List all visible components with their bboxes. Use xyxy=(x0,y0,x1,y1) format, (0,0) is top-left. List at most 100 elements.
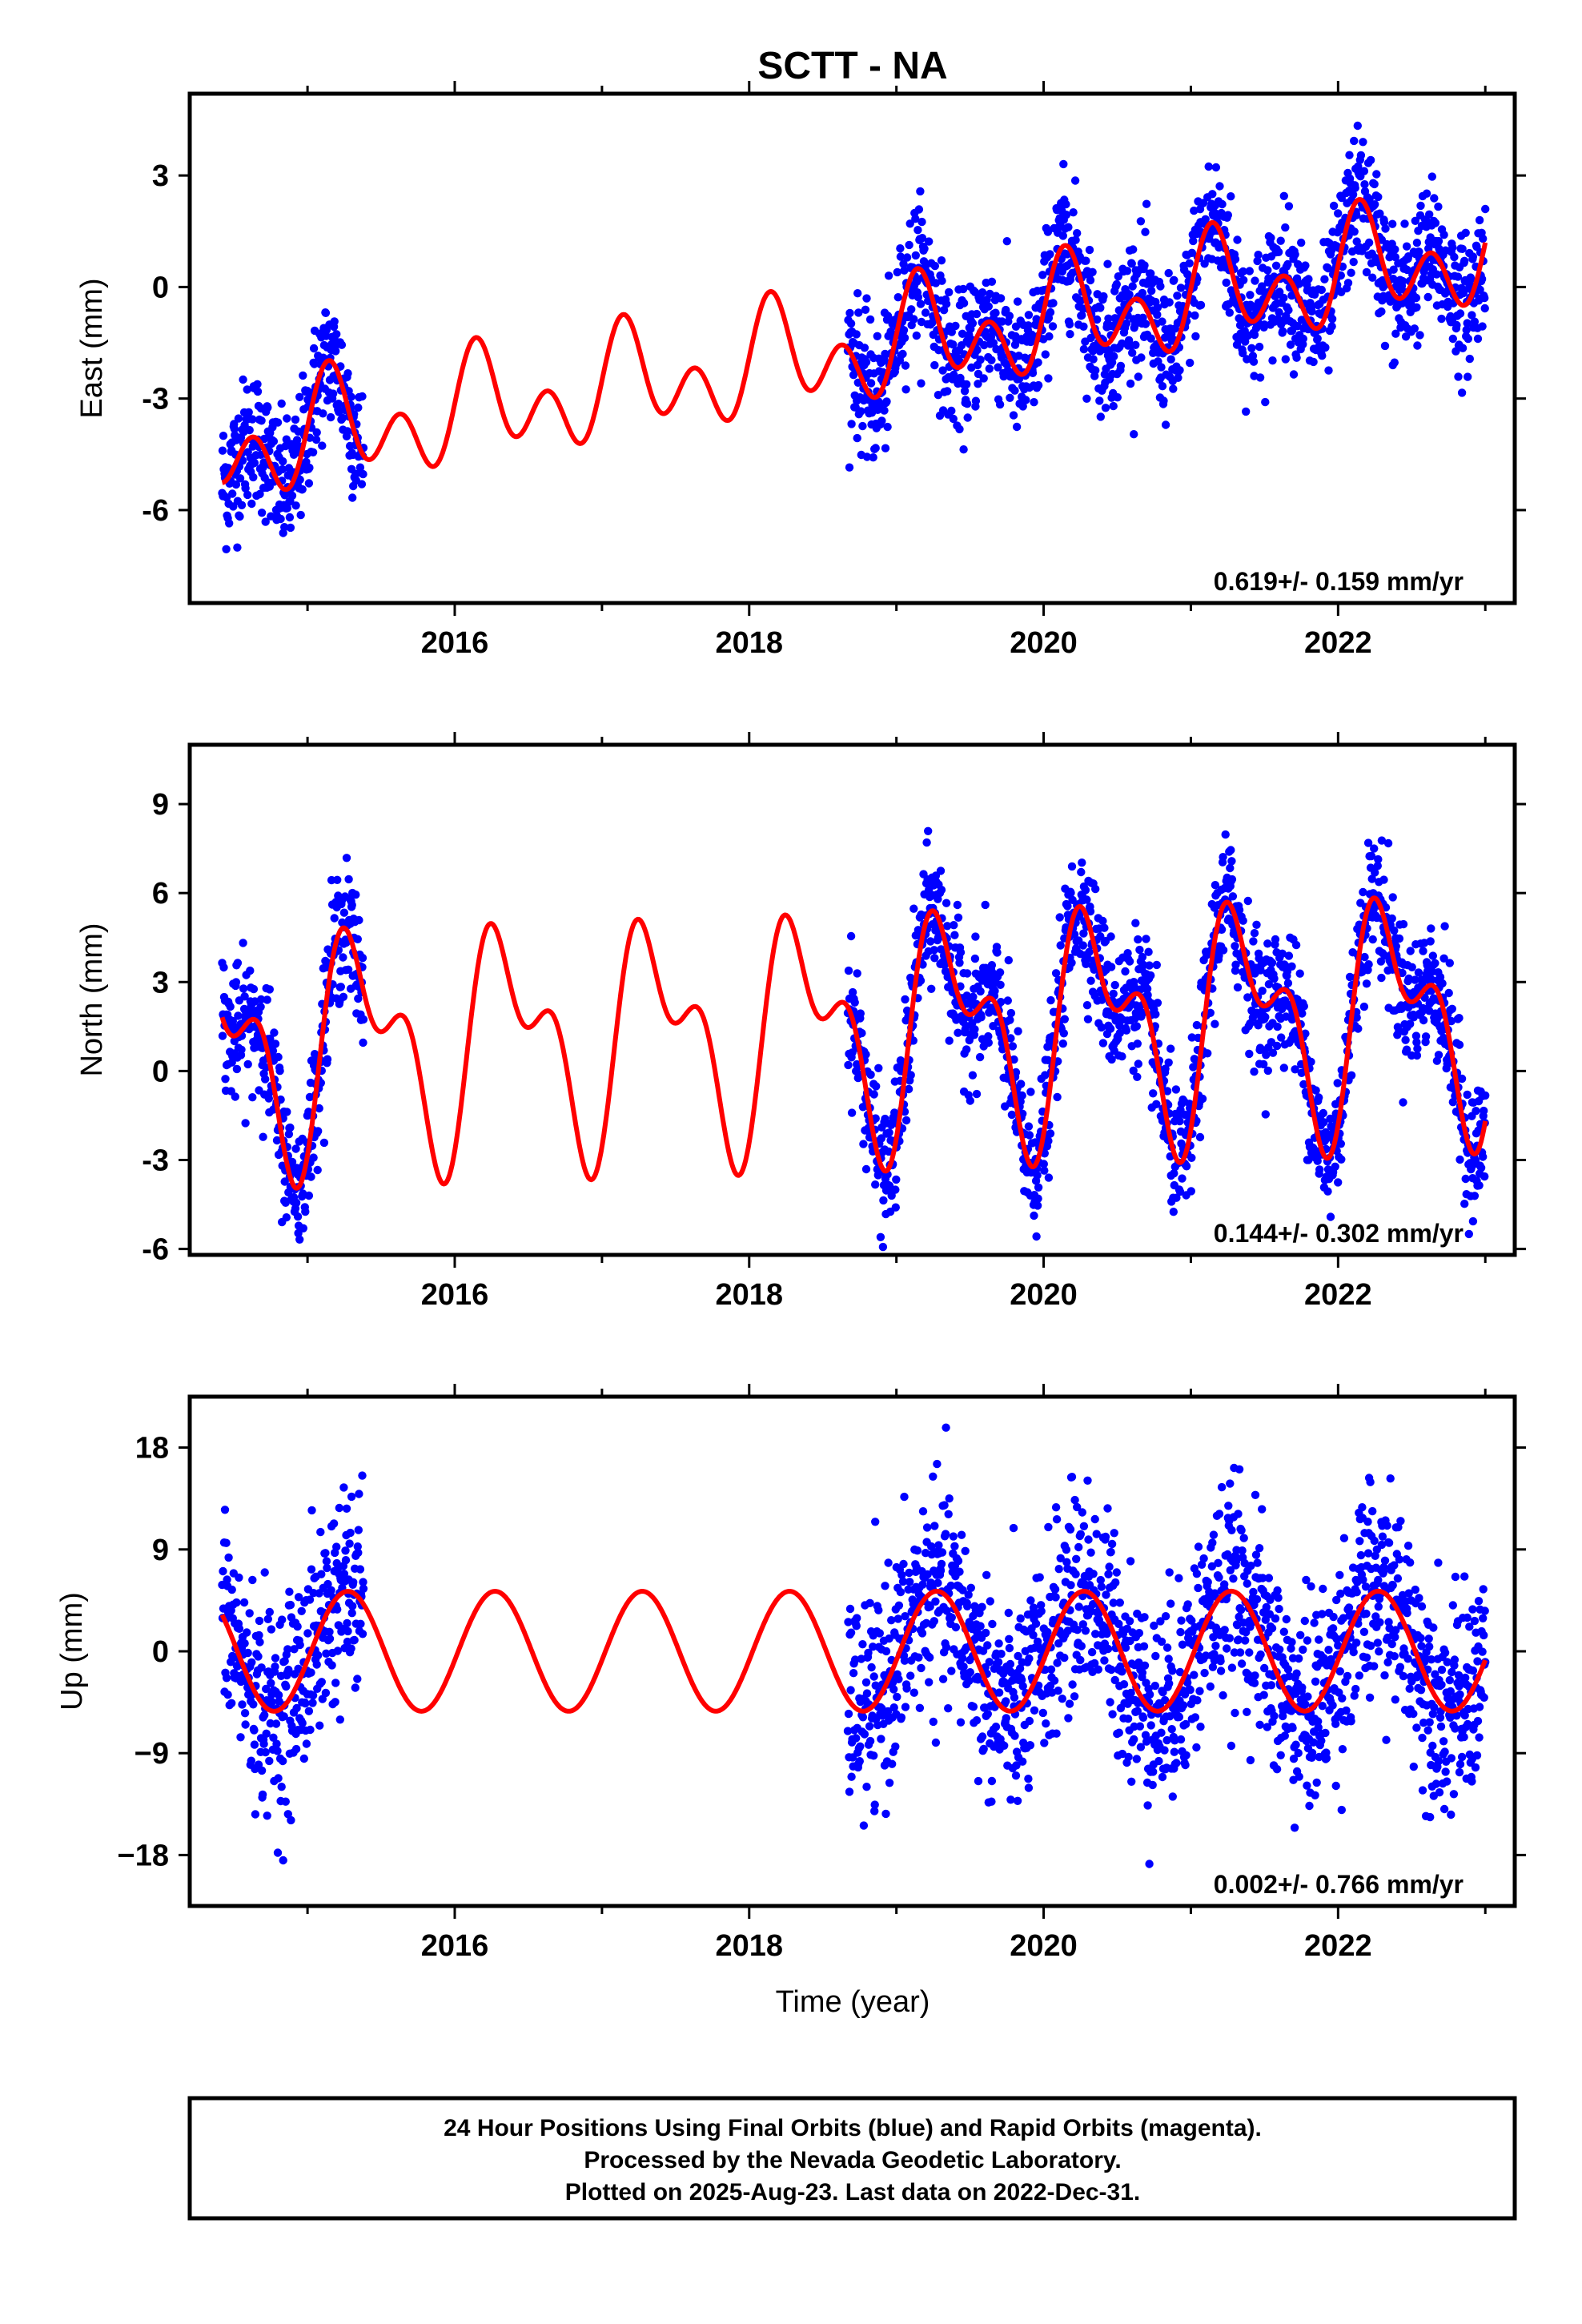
data-point xyxy=(872,1082,881,1091)
data-point xyxy=(1366,155,1375,165)
data-point xyxy=(1373,862,1383,870)
data-point xyxy=(950,370,958,380)
data-point xyxy=(1470,317,1480,326)
data-point xyxy=(1362,979,1371,988)
data-point xyxy=(960,387,970,396)
data-point xyxy=(940,1501,949,1510)
data-point xyxy=(1211,163,1221,172)
data-point xyxy=(938,366,947,375)
data-point xyxy=(1374,192,1383,202)
data-point xyxy=(1455,1040,1464,1049)
data-point xyxy=(871,1180,880,1189)
data-point xyxy=(926,937,935,946)
data-point xyxy=(1287,962,1296,971)
data-point xyxy=(1055,913,1064,922)
data-point xyxy=(930,1617,939,1626)
data-point xyxy=(853,433,861,443)
data-point xyxy=(950,931,959,939)
data-point xyxy=(263,403,272,412)
data-point xyxy=(877,416,886,425)
data-point xyxy=(1239,916,1247,925)
data-point xyxy=(881,1647,891,1656)
data-point xyxy=(268,1047,278,1055)
data-point xyxy=(293,1622,302,1631)
data-point xyxy=(1283,979,1293,987)
data-point xyxy=(1074,1602,1083,1611)
y-tick-label: 3 xyxy=(152,966,169,999)
data-point xyxy=(909,1688,919,1697)
data-point xyxy=(1158,382,1167,391)
data-point xyxy=(1110,980,1119,990)
data-point xyxy=(1480,1172,1489,1181)
data-point xyxy=(1042,1719,1050,1728)
data-point xyxy=(1033,1171,1042,1180)
data-point xyxy=(333,1647,342,1655)
data-point xyxy=(354,403,363,412)
data-point xyxy=(309,1153,318,1162)
data-point xyxy=(339,908,349,917)
data-point xyxy=(1006,393,1014,402)
data-point xyxy=(1044,1173,1054,1182)
data-point xyxy=(917,1629,927,1638)
data-point xyxy=(1411,216,1420,225)
data-point xyxy=(938,1548,947,1557)
data-point xyxy=(243,490,252,500)
y-axis-label: East (mm) xyxy=(75,278,109,418)
data-point xyxy=(844,1618,853,1626)
data-point xyxy=(1030,1211,1038,1220)
data-point xyxy=(1370,179,1379,189)
data-point xyxy=(923,1570,932,1579)
data-point xyxy=(279,1756,287,1766)
data-point xyxy=(317,1678,326,1687)
data-point xyxy=(1010,1693,1019,1702)
data-point xyxy=(1026,1088,1035,1096)
data-point xyxy=(945,287,954,297)
data-point xyxy=(1388,219,1397,228)
data-point xyxy=(1191,332,1200,341)
data-point xyxy=(1101,1532,1110,1542)
data-point xyxy=(851,1655,860,1664)
data-point xyxy=(1192,1020,1202,1030)
data-point xyxy=(1218,199,1227,209)
data-point xyxy=(347,1644,355,1653)
data-point xyxy=(1239,275,1248,284)
data-point xyxy=(1024,1775,1033,1783)
data-point xyxy=(307,1172,315,1181)
data-point xyxy=(1090,1659,1099,1668)
y-tick-label: 9 xyxy=(152,788,169,822)
data-point xyxy=(1115,1028,1125,1038)
data-point xyxy=(299,1754,308,1763)
data-point xyxy=(295,1235,304,1244)
data-point xyxy=(1453,272,1463,281)
data-point xyxy=(1175,1116,1184,1126)
data-point xyxy=(1010,386,1019,395)
data-point xyxy=(1002,1697,1010,1706)
data-point xyxy=(1005,1634,1014,1643)
data-point xyxy=(1460,256,1469,265)
data-point xyxy=(1431,219,1440,227)
data-point xyxy=(865,1736,875,1746)
data-point xyxy=(1103,1644,1113,1654)
data-point xyxy=(1109,401,1118,411)
data-point xyxy=(991,1723,1001,1731)
data-point xyxy=(970,1025,979,1034)
data-point xyxy=(1331,1162,1339,1172)
data-point xyxy=(978,288,987,297)
data-point xyxy=(947,328,957,336)
data-point xyxy=(1054,1565,1063,1574)
data-point xyxy=(871,1518,880,1526)
data-point xyxy=(934,1541,943,1550)
data-point xyxy=(987,356,996,364)
data-point xyxy=(853,289,862,298)
data-point xyxy=(257,1766,267,1775)
data-point xyxy=(1272,1041,1282,1051)
data-point xyxy=(861,1050,870,1059)
data-point xyxy=(244,408,253,416)
data-point xyxy=(909,904,918,913)
data-point xyxy=(1347,1071,1356,1080)
data-point xyxy=(987,1776,997,1786)
data-point xyxy=(1006,1015,1014,1024)
data-point xyxy=(1364,238,1374,247)
data-point xyxy=(873,332,882,340)
data-point xyxy=(945,1494,954,1503)
